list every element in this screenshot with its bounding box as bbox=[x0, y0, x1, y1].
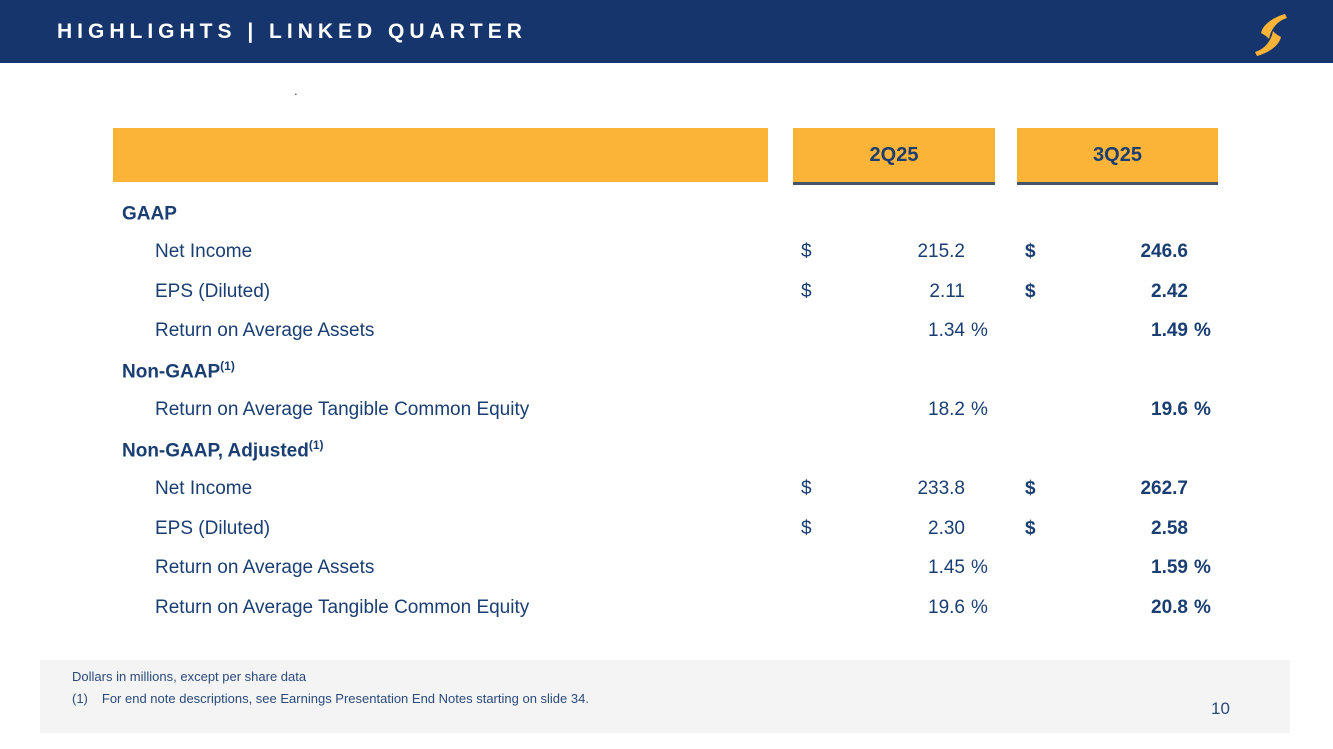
currency-symbol: $ bbox=[801, 241, 812, 263]
page-number: 10 bbox=[1211, 699, 1230, 718]
cell-value: 20.8 bbox=[1151, 596, 1188, 618]
unit-symbol: % bbox=[971, 399, 988, 421]
cell-2q25: $ 2.30 bbox=[793, 518, 995, 540]
table-row: Return on Average Tangible Common Equity… bbox=[113, 588, 1218, 628]
currency-symbol: $ bbox=[1025, 478, 1036, 500]
cell-value: 233.8 bbox=[917, 478, 965, 500]
cell-value: 2.11 bbox=[929, 280, 965, 302]
highlights-table: 2Q25 3Q25 GAAP Net Income $ 215.2 $ 246.… bbox=[113, 128, 1218, 628]
cell-value: 262.7 bbox=[1140, 478, 1188, 500]
cell-value: 2.30 bbox=[928, 517, 965, 539]
footnote-band: Dollars in millions, except per share da… bbox=[40, 660, 1290, 733]
table-row-section-non-gaap-adjusted: Non-GAAP, Adjusted(1) bbox=[113, 430, 1218, 470]
cell-3q25: $ 246.6 bbox=[1017, 241, 1218, 263]
currency-symbol: $ bbox=[801, 280, 812, 302]
row-label: Return on Average Tangible Common Equity bbox=[155, 596, 530, 618]
cell-2q25: 1.34 % bbox=[793, 320, 995, 342]
currency-symbol: $ bbox=[801, 517, 812, 539]
table-row: Return on Average Assets 1.34 % 1.49 % bbox=[113, 312, 1218, 352]
cell-3q25: 1.59 % bbox=[1017, 557, 1218, 579]
cell-2q25: $ 233.8 bbox=[793, 478, 995, 500]
cell-value: 215.2 bbox=[917, 241, 965, 263]
row-label: Non-GAAP(1) bbox=[122, 358, 235, 382]
gold-s-logo-icon bbox=[1255, 14, 1287, 56]
unit-symbol: % bbox=[1194, 596, 1211, 618]
table-row: Return on Average Tangible Common Equity… bbox=[113, 391, 1218, 431]
row-label: Net Income bbox=[155, 478, 253, 500]
currency-symbol: $ bbox=[801, 478, 812, 500]
table-header-row: 2Q25 3Q25 bbox=[113, 128, 1218, 185]
column-gap bbox=[995, 128, 1017, 185]
table-row: Net Income $ 215.2 $ 246.6 bbox=[113, 233, 1218, 273]
currency-symbol: $ bbox=[1025, 241, 1036, 263]
currency-symbol: $ bbox=[1025, 517, 1036, 539]
table-row: Net Income $ 233.8 $ 262.7 bbox=[113, 470, 1218, 510]
stray-period-mark: . bbox=[294, 83, 298, 98]
footnote-marker: (1) bbox=[72, 691, 88, 706]
unit-symbol: % bbox=[1194, 320, 1211, 342]
unit-symbol: % bbox=[971, 320, 988, 342]
table-row: Return on Average Assets 1.45 % 1.59 % bbox=[113, 549, 1218, 589]
table-row-section-gaap: GAAP bbox=[113, 193, 1218, 233]
table-row-section-non-gaap: Non-GAAP(1) bbox=[113, 351, 1218, 391]
cell-3q25: 20.8 % bbox=[1017, 597, 1218, 619]
column-gap bbox=[768, 128, 793, 185]
unit-symbol: % bbox=[1194, 557, 1211, 579]
cell-2q25: 18.2 % bbox=[793, 399, 995, 421]
cell-2q25: $ 215.2 bbox=[793, 241, 995, 263]
cell-3q25: 19.6 % bbox=[1017, 399, 1218, 421]
row-label: Return on Average Assets bbox=[155, 557, 375, 579]
cell-value: 2.42 bbox=[1151, 280, 1188, 302]
column-header-2q25: 2Q25 bbox=[793, 128, 995, 185]
unit-symbol: % bbox=[971, 596, 988, 618]
cell-2q25: 1.45 % bbox=[793, 557, 995, 579]
cell-3q25: $ 2.42 bbox=[1017, 281, 1218, 303]
cell-3q25: $ 262.7 bbox=[1017, 478, 1218, 500]
cell-3q25: 1.49 % bbox=[1017, 320, 1218, 342]
footnote-units: Dollars in millions, except per share da… bbox=[72, 669, 307, 684]
cell-value: 18.2 bbox=[928, 399, 965, 421]
row-label: EPS (Diluted) bbox=[155, 517, 271, 539]
column-header-3q25: 3Q25 bbox=[1017, 128, 1218, 185]
table-row: EPS (Diluted) $ 2.11 $ 2.42 bbox=[113, 272, 1218, 312]
cell-value: 246.6 bbox=[1140, 241, 1188, 263]
footnote-superscript: (1) bbox=[308, 437, 324, 452]
cell-value: 19.6 bbox=[1151, 399, 1188, 421]
unit-symbol: % bbox=[1194, 399, 1211, 421]
row-label: GAAP bbox=[122, 202, 177, 224]
slide-title-bar: HIGHLIGHTS | LINKED QUARTER bbox=[0, 0, 1333, 63]
currency-symbol: $ bbox=[1025, 280, 1036, 302]
row-label: Net Income bbox=[155, 241, 253, 263]
cell-value: 19.6 bbox=[928, 596, 965, 618]
row-label: Return on Average Assets bbox=[155, 320, 375, 342]
cell-value: 1.49 bbox=[1151, 320, 1188, 342]
footnote-superscript: (1) bbox=[220, 358, 235, 373]
cell-value: 2.58 bbox=[1151, 517, 1188, 539]
page-title: HIGHLIGHTS | LINKED QUARTER bbox=[57, 19, 527, 43]
row-label: Non-GAAP, Adjusted(1) bbox=[122, 437, 324, 461]
table-row: EPS (Diluted) $ 2.30 $ 2.58 bbox=[113, 509, 1218, 549]
cell-2q25: 19.6 % bbox=[793, 597, 995, 619]
table-body: GAAP Net Income $ 215.2 $ 246.6 EPS (D bbox=[113, 193, 1218, 628]
cell-value: 1.59 bbox=[1151, 557, 1188, 579]
row-label: EPS (Diluted) bbox=[155, 280, 271, 302]
cell-value: 1.34 bbox=[928, 320, 965, 342]
row-label: Return on Average Tangible Common Equity bbox=[155, 399, 530, 421]
cell-2q25: $ 2.11 bbox=[793, 281, 995, 303]
unit-symbol: % bbox=[971, 557, 988, 579]
cell-3q25: $ 2.58 bbox=[1017, 518, 1218, 540]
footnote-endnote: (1) For end note descriptions, see Earnin… bbox=[72, 691, 589, 706]
table-header-spacer bbox=[113, 128, 768, 182]
cell-value: 1.45 bbox=[928, 557, 965, 579]
footnote-text: For end note descriptions, see Earnings … bbox=[101, 691, 589, 706]
